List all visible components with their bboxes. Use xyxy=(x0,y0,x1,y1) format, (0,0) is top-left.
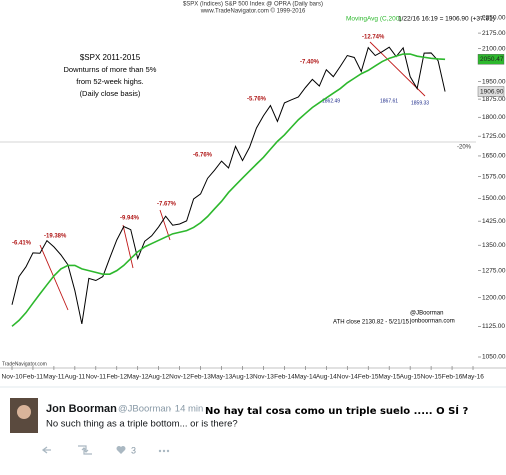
y-tick-label: 1500.00 xyxy=(482,195,506,202)
y-tick-label: 2175.00 xyxy=(482,30,506,37)
chart-header: $SPX (Indices) S&P 500 Index @ OPRA (Dai… xyxy=(183,2,323,8)
series-line xyxy=(11,46,446,325)
x-tick-label: Nov-10 xyxy=(2,374,23,381)
x-tick-label: Nov-13 xyxy=(253,374,274,381)
low-label: 1862.49 xyxy=(322,98,340,104)
chart-source: www.TradeNavigator.com © 1999-2016 xyxy=(200,8,306,15)
like-count: 3 xyxy=(131,445,136,455)
y-tick-label: 1275.00 xyxy=(482,267,506,274)
y-tick-label: 1725.00 xyxy=(482,133,506,140)
low-label: 1867.61 xyxy=(380,98,398,104)
x-tick-label: Nov-14 xyxy=(337,374,358,381)
drawdown-label: -7.40% xyxy=(300,60,320,66)
low-label: 1859.33 xyxy=(411,100,429,106)
x-tick-label: Aug-13 xyxy=(232,374,253,381)
drawdown-label: -5.76% xyxy=(247,97,267,103)
chart-subtitle: Downturns of more than 5% xyxy=(64,65,157,74)
x-tick-label: Aug-12 xyxy=(148,374,169,381)
y-tick-label: 1650.00 xyxy=(482,153,506,160)
y-tick-label: 1125.00 xyxy=(482,323,505,330)
drawdown-label: -19.38% xyxy=(44,234,67,240)
drawdown-label: -9.94% xyxy=(120,216,140,222)
chart-subtitle: (Daily close basis) xyxy=(80,89,141,98)
x-tick-label: May-13 xyxy=(211,374,233,381)
y-tick-label: 1950.00 xyxy=(482,78,506,85)
chart-title: $SPX 2011-2015 xyxy=(80,53,141,62)
credit: jonboorman.com xyxy=(409,319,455,325)
reply-icon[interactable] xyxy=(41,446,51,454)
tweet-time[interactable]: · 14 min xyxy=(169,404,203,415)
value-box-label: 2050.47 xyxy=(480,56,504,63)
y-tick-label: 1875.00 xyxy=(482,96,506,103)
threshold-label: -20% xyxy=(457,145,472,151)
tweet-name[interactable]: Jon Boorman xyxy=(46,403,117,415)
y-tick-label: 1350.00 xyxy=(482,242,506,249)
footer: TradeNavigator.com xyxy=(2,361,47,367)
value-box xyxy=(477,86,505,97)
ma-legend: MovingAvg (C,200) xyxy=(346,16,402,23)
x-tick-label: Nov-11 xyxy=(86,374,107,381)
x-tick-label: Nov-12 xyxy=(169,374,190,381)
more-icon[interactable] xyxy=(158,449,170,453)
x-tick-label: Feb-12 xyxy=(106,374,127,381)
y-tick-label: 1200.00 xyxy=(482,294,506,301)
chart-subtitle: from 52-week highs. xyxy=(76,77,144,86)
retweet-icon[interactable] xyxy=(78,445,92,455)
quote: 1/22/16 16:19 = 1906.90 (+37.91) xyxy=(398,16,495,23)
avatar-face xyxy=(17,405,31,419)
x-tick-label: Nov-15 xyxy=(421,374,442,381)
y-tick-label: 2250.00 xyxy=(482,15,506,22)
caption: No hay tal cosa como un triple suelo ...… xyxy=(205,404,468,417)
drawdown-label: -7.67% xyxy=(157,202,177,208)
x-tick-label: May-11 xyxy=(43,374,65,381)
y-tick-label: 1050.00 xyxy=(482,354,506,361)
x-tick-label: Feb-14 xyxy=(274,374,295,381)
credit: @JBoorman xyxy=(410,311,443,317)
x-tick-label: Feb-11 xyxy=(23,374,43,381)
x-tick-label: Aug-11 xyxy=(65,374,86,381)
x-tick-label: Aug-14 xyxy=(316,374,337,381)
like-icon[interactable] xyxy=(116,445,126,454)
x-tick-label: May-16 xyxy=(462,374,484,381)
y-tick-label: 1575.00 xyxy=(482,173,506,180)
value-box-label: 1906.90 xyxy=(480,88,504,95)
drawdown-label: -6.76% xyxy=(193,153,213,159)
x-tick-label: Feb-15 xyxy=(358,374,379,381)
drawdown-label: -6.41% xyxy=(12,241,32,247)
x-tick-label: May-12 xyxy=(127,374,149,381)
y-tick-label: 2100.00 xyxy=(482,45,506,52)
y-tick-label: 1800.00 xyxy=(482,114,506,121)
y-tick-label: 1425.00 xyxy=(482,218,506,225)
value-box xyxy=(477,54,505,65)
ath-note: ATH close 2130.82 - 5/21/15 xyxy=(333,320,410,326)
tweet-text: No such thing as a triple bottom... or i… xyxy=(46,419,238,430)
x-tick-label: Feb-13 xyxy=(190,374,211,381)
x-tick-label: May-15 xyxy=(378,374,400,381)
x-tick-label: May-14 xyxy=(295,374,317,381)
series-line xyxy=(11,53,446,327)
x-tick-label: Feb-16 xyxy=(442,374,463,381)
tweet-handle[interactable]: @JBoorman xyxy=(118,404,171,415)
x-tick-label: Aug-15 xyxy=(400,374,421,381)
drawdown-label: -12.74% xyxy=(362,35,385,41)
